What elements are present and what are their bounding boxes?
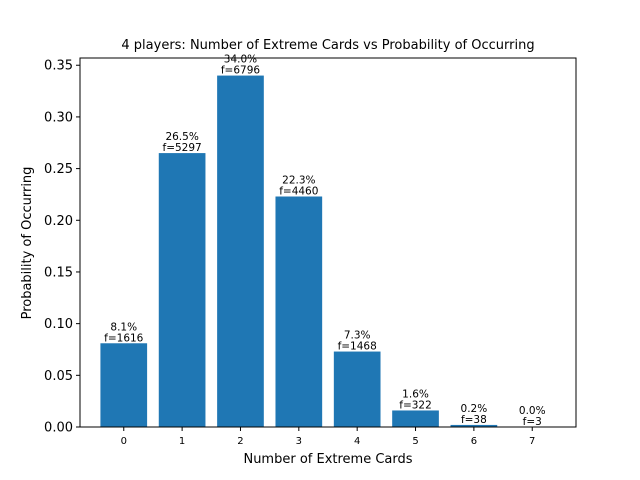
bar-0 [100, 343, 148, 427]
percent-label-7: 0.0% [519, 405, 546, 417]
bar-1 [158, 153, 206, 427]
x-axis-label: Number of Extreme Cards [243, 452, 412, 467]
x-axis: 0 1 2 3 4 5 6 7 [121, 427, 535, 447]
x-tick-label-0: 0 [121, 436, 127, 447]
chart-title: 4 players: Number of Extreme Cards vs Pr… [121, 38, 534, 53]
freq-label-7: f=3 [523, 416, 542, 428]
bars-group [100, 75, 498, 428]
x-tick-label-4: 4 [354, 436, 360, 447]
y-tick-label-2: 0.10 [44, 317, 73, 332]
percent-label-5: 1.6% [402, 388, 429, 400]
freq-label-4: f=1468 [338, 341, 377, 353]
freq-label-5: f=322 [399, 399, 432, 411]
percent-label-1: 26.5% [165, 131, 198, 143]
percent-label-4: 7.3% [344, 330, 371, 342]
bar-4 [333, 351, 381, 427]
x-tick-label-1: 1 [179, 436, 185, 447]
y-tick-label-6: 0.30 [44, 110, 73, 125]
bar-5 [392, 410, 439, 427]
bar-2 [217, 75, 264, 428]
y-tick-label-0: 0.00 [44, 421, 73, 436]
x-tick-label-3: 3 [296, 436, 302, 447]
freq-label-3: f=4460 [279, 186, 318, 198]
y-tick-label-1: 0.05 [44, 369, 73, 384]
y-axis: 0.00 0.05 0.10 0.15 0.20 0.25 0.30 0.35 [44, 59, 80, 436]
data-labels-group: 8.1%f=1616 26.5%f=5297 34.0%f=6796 22.3%f=4… [104, 54, 545, 428]
y-axis-label: Probability of Occurring [20, 167, 35, 320]
x-tick-label-2: 2 [237, 436, 243, 447]
bar-3 [275, 196, 323, 427]
percent-label-6: 0.2% [461, 403, 488, 415]
x-tick-label-6: 6 [471, 436, 477, 447]
freq-label-1: f=5297 [163, 142, 202, 154]
percent-label-0: 8.1% [110, 321, 137, 333]
plot-frame [79, 57, 577, 428]
x-tick-label-7: 7 [529, 436, 535, 447]
y-tick-label-4: 0.20 [44, 214, 73, 229]
y-tick-label-7: 0.35 [44, 59, 73, 74]
freq-label-2: f=6796 [221, 65, 261, 77]
percent-label-2: 34.0% [224, 54, 257, 66]
y-tick-label-5: 0.25 [44, 162, 73, 177]
y-tick-label-3: 0.15 [44, 265, 73, 280]
percent-label-3: 22.3% [282, 175, 315, 187]
x-tick-label-5: 5 [412, 436, 418, 447]
bar-6 [450, 424, 498, 427]
freq-label-6: f=38 [461, 414, 487, 426]
freq-label-0: f=1616 [104, 332, 144, 344]
